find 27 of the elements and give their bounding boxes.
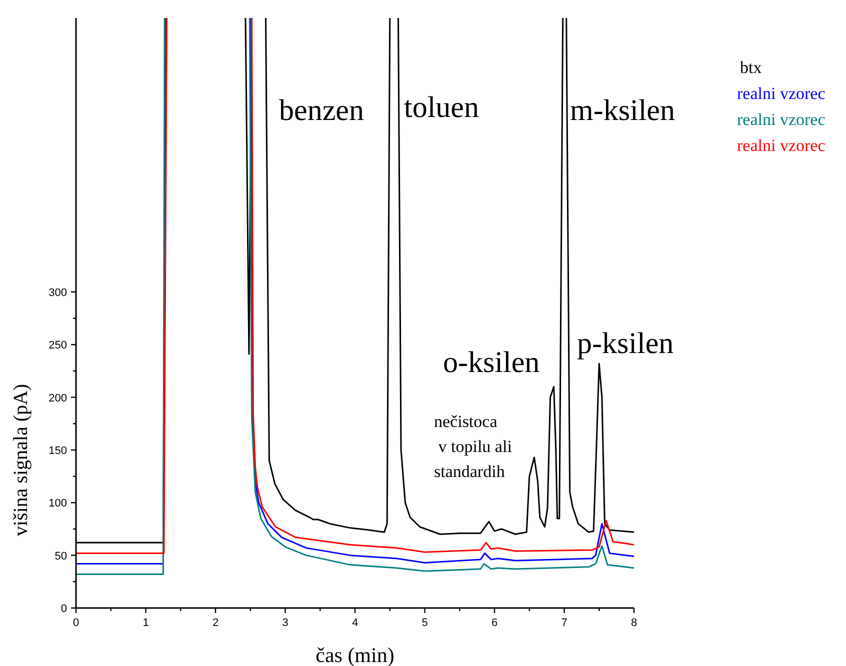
y-tick-label: 0	[60, 603, 67, 615]
annotation: p-ksilen	[577, 327, 674, 360]
annotation: o-ksilen	[443, 346, 540, 379]
y-tick-label: 50	[54, 550, 67, 562]
x-tick-label: 0	[72, 617, 80, 629]
x-tick-label: 6	[491, 617, 498, 629]
x-tick-label: 4	[352, 617, 358, 629]
y-tick-label: 100	[48, 498, 67, 510]
annotation: m-ksilen	[570, 94, 675, 127]
x-tick-label: 8	[630, 617, 638, 629]
x-tick-label: 3	[282, 617, 288, 629]
text: btx	[740, 58, 762, 77]
x-tick-label: 2	[212, 617, 219, 629]
text: realni vzorec	[737, 136, 826, 155]
x-tick-label: 5	[422, 617, 428, 629]
x-tick-label: 1	[142, 617, 149, 629]
annotation: benzen	[279, 94, 364, 127]
annotation: nečistoca v topilu ali standardih	[434, 412, 512, 481]
y-tick-label: 250	[48, 340, 67, 352]
text: realni vzorec	[737, 110, 826, 129]
y-tick-label: 300	[48, 286, 67, 299]
annotation: toluen	[404, 91, 479, 124]
text: realni vzorec	[737, 84, 826, 103]
y-tick-label: 150	[48, 444, 67, 457]
x-tick-label: 7	[561, 617, 568, 629]
y-tick-label: 200	[48, 392, 67, 404]
y-axis-title: višina signala (pA)	[10, 384, 32, 536]
